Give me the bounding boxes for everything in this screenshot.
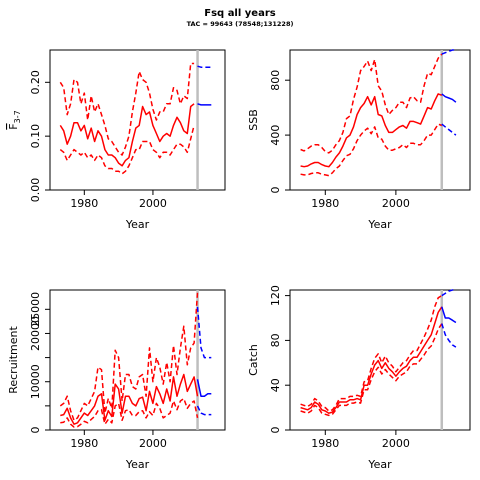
x-axis-label: Year xyxy=(367,218,392,231)
y-tick-label: 0 xyxy=(269,427,282,434)
y-tick-label: 80 xyxy=(269,333,282,347)
x-axis-label: Year xyxy=(367,458,392,471)
x-tick-label: 1980 xyxy=(311,197,339,210)
plot-frame xyxy=(289,49,471,191)
x-tick-label: 2000 xyxy=(382,197,410,210)
series-projection xyxy=(441,93,457,103)
x-tick-label: 2000 xyxy=(139,437,167,450)
y-tick-label: 800 xyxy=(269,70,282,91)
series-upper xyxy=(59,292,199,422)
x-tick-label: 1980 xyxy=(70,437,98,450)
series-estimate xyxy=(300,306,443,414)
y-tick-label: 25000 xyxy=(29,292,42,327)
y-tick-label: 120 xyxy=(269,285,282,306)
plot-frame xyxy=(289,289,471,431)
x-axis-label: Year xyxy=(125,458,150,471)
y-tick-label: 400 xyxy=(269,125,282,146)
y-tick-label: 0 xyxy=(269,187,282,194)
series-projection_upper xyxy=(196,306,212,359)
panel-ssb: 1980 2000 0 400 800 Year SSB xyxy=(247,49,471,231)
series-upper xyxy=(300,294,443,412)
title-block: Fsq all years TAC = 99643 (78548;131228) xyxy=(0,8,480,29)
series-projection xyxy=(441,306,457,324)
series-projection_upper xyxy=(441,289,456,297)
y-axis-label: Recruitment xyxy=(7,326,20,394)
y-tick-label: 10000 xyxy=(29,364,42,399)
series-projection_upper xyxy=(441,49,456,55)
y-tick-label: 0.00 xyxy=(29,178,42,203)
x-tick-label: 2000 xyxy=(382,437,410,450)
y-axis-label: Catch xyxy=(247,344,260,376)
y-tick-label: 0.10 xyxy=(29,124,42,149)
x-tick-label: 1980 xyxy=(70,197,98,210)
series-projection_upper xyxy=(197,65,212,68)
series-projection xyxy=(197,103,212,106)
series-estimate xyxy=(300,93,443,168)
y-tick-label: 40 xyxy=(269,378,282,392)
y-axis-label-main: F xyxy=(7,123,20,129)
series-projection_lower xyxy=(441,123,457,136)
panel-catch: 1980 2000 0 40 80 120 Year Catch xyxy=(247,285,471,471)
plot-frame xyxy=(49,49,226,191)
x-tick-label: 2000 xyxy=(139,197,167,210)
plot-frame xyxy=(49,289,226,431)
x-axis-label: Year xyxy=(125,218,150,231)
series-estimate xyxy=(60,373,199,425)
series-projection_lower xyxy=(196,405,212,416)
series-lower xyxy=(59,125,195,175)
y-tick-label: 0.20 xyxy=(29,70,42,95)
y-tick-label: 20000 xyxy=(29,316,42,351)
chart-title: Fsq all years xyxy=(204,8,276,19)
series-estimate xyxy=(59,103,195,167)
panel-fbar: 1980 2000 0.00 0.10 0.20 Year F3-7 xyxy=(7,49,226,231)
x-tick-label: 1980 xyxy=(311,437,339,450)
series-lower xyxy=(300,123,443,177)
chart-subtitle: TAC = 99643 (78548;131228) xyxy=(186,20,294,28)
y-axis-label-subscript: 3-7 xyxy=(13,110,22,123)
y-tick-label: 0 xyxy=(29,427,42,434)
series-upper xyxy=(300,53,443,154)
series-projection xyxy=(196,379,212,397)
series-projection_lower xyxy=(441,323,457,348)
y-axis-label: F3-7 xyxy=(7,110,22,129)
series-upper xyxy=(59,62,195,156)
y-axis-label: SSB xyxy=(247,109,260,131)
series-lower xyxy=(60,397,199,428)
